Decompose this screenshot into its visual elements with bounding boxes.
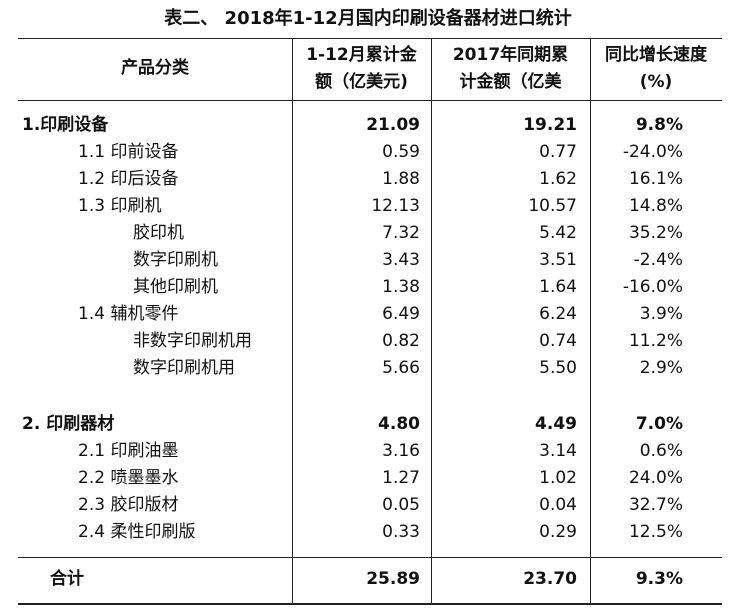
cell: 0.74 bbox=[539, 331, 577, 351]
cell: 12.5% bbox=[628, 522, 683, 542]
row-label: 1.3 印刷机 bbox=[78, 196, 162, 216]
cell: -16.0% bbox=[622, 277, 683, 297]
cell: 0.59 bbox=[382, 142, 420, 162]
cell: -24.0% bbox=[622, 142, 683, 162]
row-label: 1.4 辅机零件 bbox=[78, 304, 179, 324]
cell: 1.64 bbox=[539, 277, 577, 297]
cell: 3.9% bbox=[639, 304, 683, 324]
cell: 14.8% bbox=[628, 196, 683, 216]
table-title: 表二、 2018年1-12月国内印刷设备器材进口统计 bbox=[164, 8, 572, 29]
rule bbox=[18, 557, 722, 558]
cell: 0.05 bbox=[382, 495, 420, 515]
cell: 0.29 bbox=[539, 522, 577, 542]
cell: 4.49 bbox=[535, 414, 577, 434]
cell: -2.4% bbox=[633, 250, 683, 270]
cell: 6.49 bbox=[382, 304, 420, 324]
cell: 1.02 bbox=[539, 468, 577, 488]
cell: 4.80 bbox=[378, 414, 420, 434]
cell: 0.04 bbox=[539, 495, 577, 515]
row-label: 胶印机 bbox=[133, 223, 184, 243]
row-label: 2.4 柔性印刷版 bbox=[78, 522, 196, 542]
cell: 0.82 bbox=[382, 331, 420, 351]
rule bbox=[18, 603, 722, 605]
row-label: 非数字印刷机用 bbox=[133, 331, 252, 351]
cell: 1.27 bbox=[382, 468, 420, 488]
row-label: 2.3 胶印版材 bbox=[78, 495, 179, 515]
cell: 3.43 bbox=[382, 250, 420, 270]
column-header: 产品分类 bbox=[121, 58, 189, 78]
row-label: 数字印刷机 bbox=[133, 250, 218, 270]
column-header: 额（亿美元) bbox=[315, 72, 408, 92]
cell: 5.50 bbox=[539, 358, 577, 378]
row-label: 1.印刷设备 bbox=[22, 115, 109, 135]
cell: 23.70 bbox=[523, 569, 577, 589]
cell: 0.77 bbox=[539, 142, 577, 162]
column-header: 2017年同期累 bbox=[452, 45, 569, 65]
column-header: 计金额（亿美 bbox=[459, 72, 562, 92]
cell: 19.21 bbox=[523, 115, 577, 135]
column-rule bbox=[292, 38, 293, 604]
cell: 25.89 bbox=[366, 569, 420, 589]
cell: 6.24 bbox=[539, 304, 577, 324]
rule bbox=[18, 100, 722, 101]
cell: 0.6% bbox=[639, 441, 683, 461]
row-label: 2.1 印刷油墨 bbox=[78, 441, 179, 461]
cell: 1.62 bbox=[539, 169, 577, 189]
cell: 21.09 bbox=[366, 115, 420, 135]
row-label: 1.1 印前设备 bbox=[78, 142, 179, 162]
cell: 1.38 bbox=[382, 277, 420, 297]
cell: 5.66 bbox=[382, 358, 420, 378]
cell: 3.14 bbox=[539, 441, 577, 461]
cell: 7.0% bbox=[635, 414, 683, 434]
cell: 35.2% bbox=[628, 223, 683, 243]
column-header: 1-12月累计金 bbox=[306, 45, 417, 65]
cell: 2.9% bbox=[639, 358, 683, 378]
cell: 10.57 bbox=[528, 196, 577, 216]
cell: 3.16 bbox=[382, 441, 420, 461]
cell: 0.33 bbox=[382, 522, 420, 542]
cell: 12.13 bbox=[371, 196, 420, 216]
column-rule bbox=[590, 38, 591, 604]
row-label: 2. 印刷器材 bbox=[22, 414, 115, 434]
cell: 5.42 bbox=[539, 223, 577, 243]
cell: 1.88 bbox=[382, 169, 420, 189]
row-label: 2.2 喷墨墨水 bbox=[78, 468, 179, 488]
row-label: 合计 bbox=[50, 569, 84, 589]
column-header: (%) bbox=[639, 72, 673, 92]
cell: 9.8% bbox=[635, 115, 683, 135]
cell: 11.2% bbox=[628, 331, 683, 351]
row-label: 其他印刷机 bbox=[133, 277, 218, 297]
row-label: 1.2 印后设备 bbox=[78, 169, 179, 189]
cell: 16.1% bbox=[628, 169, 683, 189]
cell: 3.51 bbox=[539, 250, 577, 270]
column-rule bbox=[431, 38, 432, 604]
cell: 32.7% bbox=[628, 495, 683, 515]
rule bbox=[18, 38, 722, 39]
cell: 9.3% bbox=[635, 569, 683, 589]
cell: 7.32 bbox=[382, 223, 420, 243]
column-header: 同比增长速度 bbox=[605, 45, 707, 65]
row-label: 数字印刷机用 bbox=[133, 358, 235, 378]
cell: 24.0% bbox=[628, 468, 683, 488]
